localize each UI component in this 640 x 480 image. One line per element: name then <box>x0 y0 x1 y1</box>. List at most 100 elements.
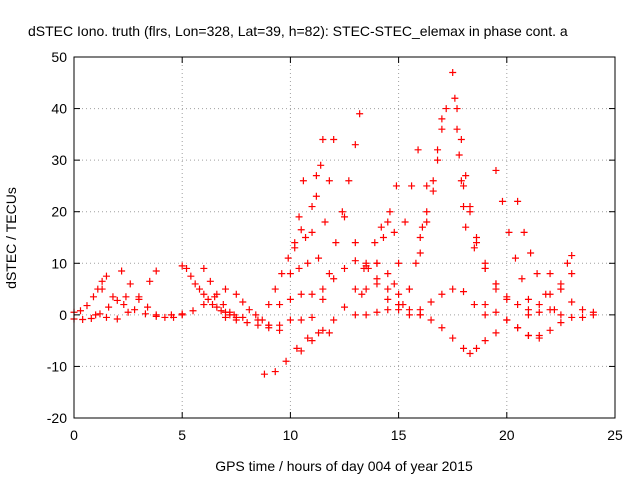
data-point <box>514 324 522 332</box>
data-point <box>295 213 303 221</box>
data-point <box>293 344 301 352</box>
data-point <box>319 136 327 144</box>
data-point <box>297 347 305 355</box>
data-point <box>141 310 149 318</box>
series-35 <box>492 166 532 303</box>
data-point <box>503 293 511 301</box>
chart-title: dSTEC Iono. truth (flrs, Lon=328, Lat=39… <box>28 23 568 39</box>
y-tick-label: 40 <box>51 101 67 117</box>
data-point <box>535 308 543 316</box>
data-point <box>239 298 247 306</box>
data-point <box>453 105 461 113</box>
series-42 <box>557 311 597 321</box>
data-point <box>358 290 366 298</box>
data-point <box>492 280 500 288</box>
data-point <box>351 257 359 265</box>
data-point <box>438 125 446 133</box>
data-point <box>196 285 204 293</box>
series-21 <box>351 218 398 319</box>
data-point <box>217 307 225 315</box>
series-13 <box>276 172 320 329</box>
x-tick-label: 25 <box>607 427 623 443</box>
data-point <box>317 161 325 169</box>
data-point <box>308 203 316 211</box>
data-point <box>284 254 292 262</box>
series-27 <box>405 125 446 293</box>
data-point <box>178 310 186 318</box>
data-point <box>312 192 320 200</box>
data-point <box>384 295 392 303</box>
data-point <box>345 177 353 185</box>
data-point <box>460 203 468 211</box>
data-point <box>325 177 333 185</box>
data-point <box>213 303 221 311</box>
data-point <box>271 285 279 293</box>
data-point <box>126 280 134 288</box>
series-38 <box>481 301 543 342</box>
data-point <box>208 301 216 309</box>
data-point <box>416 311 424 319</box>
data-point <box>423 182 431 190</box>
data-point <box>511 254 519 262</box>
data-point <box>481 301 489 309</box>
data-point <box>401 218 409 226</box>
data-point <box>460 182 468 190</box>
series-18 <box>297 264 368 355</box>
data-point <box>498 197 506 205</box>
data-point <box>152 267 160 275</box>
data-point <box>473 344 481 352</box>
data-point <box>351 285 359 293</box>
data-point <box>276 301 284 309</box>
data-point <box>282 357 290 365</box>
data-point <box>131 306 139 314</box>
data-point <box>373 259 381 267</box>
series-32 <box>453 105 500 293</box>
data-point <box>325 270 333 278</box>
y-tick-label: 30 <box>51 152 67 168</box>
data-point <box>423 218 431 226</box>
data-point <box>418 223 426 231</box>
data-point <box>514 301 522 309</box>
data-point <box>524 331 532 339</box>
data-point <box>319 285 327 293</box>
data-point <box>395 301 403 309</box>
data-point <box>221 285 229 293</box>
data-point <box>113 315 121 323</box>
series-20 <box>341 213 403 314</box>
data-point <box>351 311 359 319</box>
series-25 <box>384 146 422 293</box>
data-point <box>161 313 169 321</box>
data-point <box>371 239 379 247</box>
data-point <box>524 311 532 319</box>
data-point <box>524 295 532 303</box>
series-19 <box>319 257 381 293</box>
data-point <box>98 285 106 293</box>
x-tick-label: 15 <box>391 427 407 443</box>
data-point <box>245 306 253 314</box>
series-7 <box>167 285 229 319</box>
data-point <box>299 177 307 185</box>
data-point <box>518 275 526 283</box>
data-point <box>546 290 554 298</box>
data-point <box>87 314 95 322</box>
data-point <box>260 370 268 378</box>
x-tick-label: 0 <box>70 427 78 443</box>
data-points <box>70 68 597 378</box>
data-point <box>390 228 398 236</box>
data-point <box>373 280 381 288</box>
data-point <box>384 218 392 226</box>
data-point <box>286 316 294 324</box>
data-point <box>481 264 489 272</box>
data-point <box>178 262 186 270</box>
data-point <box>304 334 312 342</box>
data-point <box>341 264 348 272</box>
data-point <box>144 303 152 311</box>
data-point <box>124 308 132 316</box>
data-point <box>254 316 262 324</box>
series-9 <box>232 290 273 329</box>
data-point <box>434 146 442 154</box>
data-point <box>546 306 554 314</box>
data-point <box>232 316 240 324</box>
data-point <box>414 146 422 154</box>
data-point <box>377 223 385 231</box>
